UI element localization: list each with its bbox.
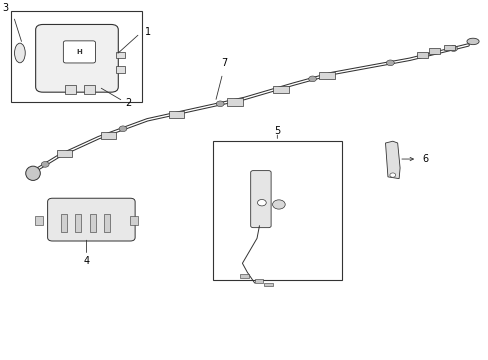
- FancyBboxPatch shape: [273, 86, 288, 93]
- Circle shape: [119, 126, 126, 132]
- Text: 2: 2: [124, 98, 131, 108]
- Bar: [104, 214, 110, 232]
- Circle shape: [41, 162, 49, 167]
- Text: 5: 5: [274, 126, 280, 135]
- Bar: [84, 85, 95, 94]
- Bar: [212, 141, 341, 280]
- Text: 6: 6: [421, 154, 427, 164]
- FancyBboxPatch shape: [168, 111, 184, 118]
- Bar: [130, 216, 137, 225]
- Bar: [65, 85, 75, 94]
- FancyBboxPatch shape: [63, 41, 95, 63]
- Ellipse shape: [26, 166, 40, 180]
- Circle shape: [308, 76, 316, 82]
- Circle shape: [389, 173, 395, 177]
- FancyBboxPatch shape: [57, 150, 72, 157]
- Circle shape: [272, 200, 285, 209]
- FancyBboxPatch shape: [47, 198, 135, 241]
- Bar: [75, 214, 81, 232]
- Circle shape: [216, 101, 224, 107]
- Bar: [254, 279, 263, 283]
- Ellipse shape: [15, 43, 25, 63]
- Bar: [11, 11, 142, 102]
- Ellipse shape: [466, 38, 478, 45]
- Text: H: H: [77, 49, 82, 55]
- Bar: [264, 283, 272, 287]
- Bar: [443, 45, 454, 50]
- FancyBboxPatch shape: [250, 171, 270, 228]
- Bar: [428, 48, 439, 54]
- Text: 3: 3: [2, 3, 8, 13]
- Text: 1: 1: [144, 27, 151, 37]
- Bar: [61, 214, 66, 232]
- Bar: [240, 274, 248, 278]
- FancyBboxPatch shape: [101, 132, 116, 139]
- Bar: [36, 216, 42, 225]
- Polygon shape: [385, 141, 399, 179]
- Circle shape: [449, 46, 457, 51]
- Bar: [90, 214, 96, 232]
- Circle shape: [257, 199, 265, 206]
- Circle shape: [386, 60, 393, 66]
- Bar: [416, 53, 427, 58]
- Bar: [116, 52, 124, 58]
- FancyBboxPatch shape: [36, 24, 118, 92]
- Bar: [116, 66, 124, 73]
- FancyBboxPatch shape: [226, 98, 242, 105]
- FancyBboxPatch shape: [319, 72, 334, 79]
- Text: 4: 4: [83, 256, 89, 266]
- Text: 7: 7: [221, 58, 227, 68]
